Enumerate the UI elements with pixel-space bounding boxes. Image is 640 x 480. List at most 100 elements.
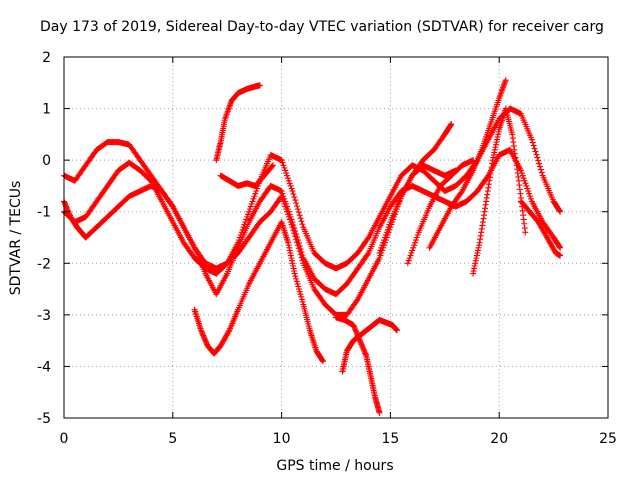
data-point — [299, 257, 306, 264]
data-point — [412, 239, 419, 246]
data-point — [289, 224, 296, 231]
data-point — [517, 167, 524, 174]
y-tick-label: 0 — [42, 153, 51, 169]
series-arc-f — [217, 162, 276, 189]
plot-frame — [63, 56, 609, 419]
data-point — [364, 235, 371, 242]
data-point — [530, 142, 537, 149]
data-point — [382, 231, 389, 238]
data-point — [236, 234, 243, 241]
y-tick-label: -1 — [37, 205, 51, 221]
series-arc-e — [213, 82, 263, 164]
data-point — [280, 162, 287, 169]
data-point — [293, 278, 300, 285]
data-point — [253, 188, 260, 195]
data-point — [295, 283, 302, 290]
data-point — [297, 291, 304, 298]
y-tick-label: 1 — [42, 102, 51, 118]
grid — [64, 57, 608, 418]
data-point — [168, 202, 175, 209]
data-point — [448, 121, 455, 128]
data-point — [521, 177, 528, 184]
data-point — [250, 195, 257, 202]
data-point — [386, 221, 393, 228]
data-point — [296, 248, 303, 255]
data-point — [458, 189, 465, 196]
data-point — [383, 229, 390, 236]
data-point — [295, 209, 302, 216]
data-point — [522, 180, 529, 187]
data-point — [286, 180, 293, 187]
data-point — [251, 193, 258, 200]
data-point — [405, 257, 412, 264]
data-point — [285, 213, 292, 220]
x-tick-label: 0 — [60, 431, 69, 447]
data-point — [298, 296, 305, 303]
data-point — [294, 203, 301, 210]
y-tick-label: -2 — [37, 256, 51, 272]
data-point — [531, 145, 538, 152]
x-tick-label: 5 — [168, 431, 177, 447]
series-arc-h — [339, 317, 400, 375]
y-axis-label: SDTVAR / TECUs — [8, 181, 24, 296]
data-point — [284, 175, 291, 182]
data-point — [299, 221, 306, 228]
data-point — [244, 213, 251, 220]
data-point — [291, 270, 298, 277]
data-point — [287, 219, 294, 226]
data-point — [290, 191, 297, 198]
data-point — [297, 251, 304, 258]
data-point — [410, 244, 417, 251]
data-point — [283, 170, 290, 177]
data-point — [385, 224, 392, 231]
data-point — [407, 252, 414, 259]
data-point — [291, 230, 298, 237]
data-point — [280, 198, 287, 205]
data-point — [279, 159, 286, 166]
data-point — [269, 162, 276, 169]
data-point — [378, 244, 385, 251]
data-point — [413, 234, 420, 241]
data-point — [557, 244, 564, 251]
data-point — [284, 208, 291, 215]
data-point — [376, 255, 383, 262]
data-point — [536, 160, 543, 167]
data-point — [404, 260, 411, 267]
data-point — [278, 193, 285, 200]
data-point — [283, 206, 290, 213]
chart-title: Day 173 of 2019, Sidereal Day-to-day VTE… — [40, 19, 604, 35]
data-point — [520, 175, 527, 182]
data-point — [294, 206, 301, 213]
data-point — [285, 177, 292, 184]
data-point — [377, 252, 384, 259]
data-point — [284, 172, 291, 179]
data-point — [298, 218, 305, 225]
data-point — [538, 169, 545, 176]
data-point — [245, 211, 252, 218]
data-point — [292, 233, 299, 240]
data-point — [380, 239, 387, 246]
y-tick-label: -5 — [37, 411, 51, 427]
data-point — [294, 239, 301, 246]
data-point — [298, 254, 305, 261]
data-point — [526, 190, 533, 197]
x-axis-label: GPS time / hours — [276, 458, 393, 474]
data-point — [235, 239, 242, 246]
data-point — [537, 166, 544, 173]
data-point — [281, 164, 288, 171]
data-point — [247, 203, 254, 210]
data-point — [292, 273, 299, 280]
data-point — [278, 188, 285, 195]
data-point — [406, 255, 413, 262]
data-point — [245, 208, 252, 215]
data-point — [353, 297, 360, 304]
data-point — [293, 200, 300, 207]
data-point — [242, 219, 249, 226]
data-point — [384, 226, 391, 233]
data-point — [294, 242, 301, 249]
data-point — [519, 172, 526, 179]
data-point — [528, 136, 535, 143]
data-point — [527, 195, 534, 202]
data-point — [238, 229, 245, 236]
